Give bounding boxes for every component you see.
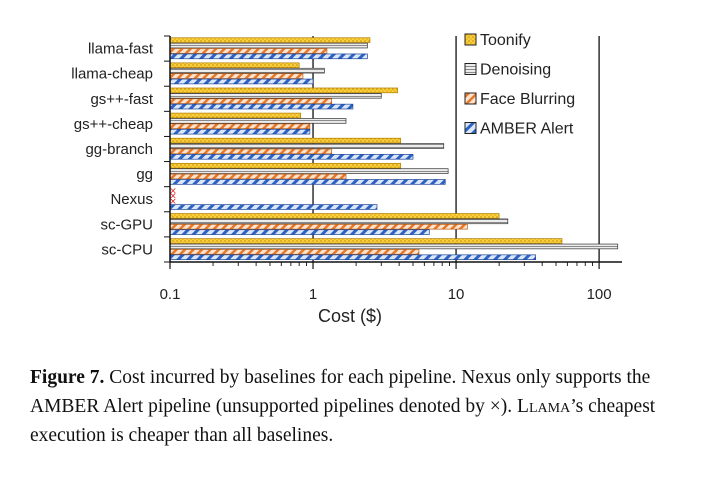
bar-gs-fast-denoising xyxy=(169,93,382,99)
x-axis-title: Cost ($) xyxy=(318,306,382,326)
bar-gs-cheap-toonify xyxy=(169,112,302,119)
y-tick-label-llama-fast: llama-fast xyxy=(88,41,154,58)
bar-sc-gpu-denoising xyxy=(169,218,509,225)
bar-gs-cheap-amber-alert xyxy=(169,128,311,135)
legend-swatch-face-blurring xyxy=(464,92,477,105)
bar-sc-gpu-toonify xyxy=(169,213,500,219)
bar-gs-fast-toonify xyxy=(169,87,398,94)
bar-gg-branch-face-blurring xyxy=(169,148,333,155)
bar-gg-amber-alert xyxy=(169,179,446,185)
y-tick-label-gs-cheap: gs++-cheap xyxy=(74,116,153,133)
axes: llama-fast llama-cheap gs++-fast gs++-cheap… xyxy=(71,35,622,303)
bar-gg-branch-amber-alert xyxy=(169,154,414,160)
legend-swatch-amber-alert xyxy=(464,122,477,134)
bar-llama-fast-amber-alert xyxy=(169,53,368,60)
caption-text-1: Cost incurred by baselines for each pipe… xyxy=(30,367,651,417)
bar-sc-gpu-face-blurring xyxy=(169,223,468,230)
bar-gg-denoising xyxy=(169,168,449,174)
x-tick-label-100: 100 xyxy=(587,286,612,303)
figure-label: Figure 7. xyxy=(30,367,105,388)
legend-label-denoising: Denoising xyxy=(480,62,551,79)
bar-sc-cpu-face-blurring xyxy=(169,249,420,255)
y-tick-label-gs-fast: gs++-fast xyxy=(90,91,153,108)
legend-label-face-blurring: Face Blurring xyxy=(480,91,575,108)
unsupported-marker-nexus-toonify: × xyxy=(169,186,177,196)
bar-sc-cpu-amber-alert xyxy=(169,254,536,260)
bar-llama-fast-toonify xyxy=(169,37,371,43)
caption-text-2: ’s cheapest execution is cheaper than al… xyxy=(30,396,656,446)
x-tick-label-0-1: 0.1 xyxy=(160,286,181,303)
bar-gs-fast-face-blurring xyxy=(169,98,333,104)
bar-llama-cheap-toonify xyxy=(169,62,300,69)
x-tick-label-10: 10 xyxy=(448,286,465,303)
bar-gg-toonify xyxy=(169,162,402,169)
bar-gs-fast-amber-alert xyxy=(169,103,354,110)
y-tick-label-sc-cpu: sc-CPU xyxy=(101,241,153,258)
bar-gg-branch-toonify xyxy=(169,137,402,144)
caption-smallcaps: Llama xyxy=(517,396,571,417)
bar-nexus-amber-alert xyxy=(169,204,378,210)
legend: Toonify Denoising Face Blurring AMBER Alert xyxy=(464,32,575,138)
y-tick-label-gg-branch: gg-branch xyxy=(85,141,153,158)
y-tick-label-nexus: Nexus xyxy=(110,191,153,208)
legend-label-amber-alert: AMBER Alert xyxy=(480,121,574,138)
bar-sc-cpu-toonify xyxy=(169,238,563,244)
bars: ××× xyxy=(169,37,619,260)
bar-llama-cheap-denoising xyxy=(169,67,325,74)
y-tick-label-llama-cheap: llama-cheap xyxy=(71,66,153,83)
bar-gs-cheap-denoising xyxy=(169,118,347,124)
bar-gs-cheap-face-blurring xyxy=(169,123,311,130)
cost-bar-chart: ××× llama-fast llama-cheap gs++-fast gs++-c… xyxy=(71,32,622,326)
y-tick-label-gg: gg xyxy=(136,166,153,183)
figure-caption: Figure 7. Cost incurred by baselines for… xyxy=(30,363,690,450)
bar-llama-fast-face-blurring xyxy=(169,48,328,54)
bar-gg-branch-denoising xyxy=(169,143,445,149)
legend-swatch-toonify xyxy=(464,33,477,46)
legend-swatch-denoising xyxy=(464,63,477,75)
unsupported-marker-nexus-face-blurring: × xyxy=(169,197,177,207)
x-tick-label-1: 1 xyxy=(309,286,317,303)
bar-llama-fast-denoising xyxy=(169,42,368,49)
y-tick-label-sc-gpu: sc-GPU xyxy=(101,216,154,233)
bar-llama-cheap-amber-alert xyxy=(169,78,314,85)
bar-gg-face-blurring xyxy=(169,173,347,180)
unsupported-marker-nexus-denoising: × xyxy=(169,192,177,202)
legend-label-toonify: Toonify xyxy=(480,32,531,49)
bar-sc-cpu-denoising xyxy=(169,243,619,250)
bar-sc-gpu-amber-alert xyxy=(169,229,430,235)
bar-llama-cheap-face-blurring xyxy=(169,73,304,79)
